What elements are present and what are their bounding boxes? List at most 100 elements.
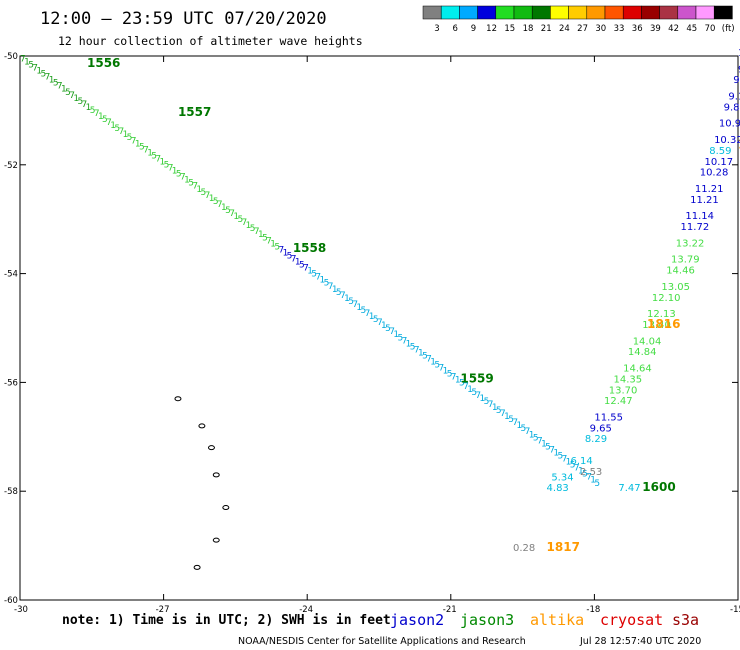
- colorbar-swatch: [568, 5, 588, 20]
- track-glyph: 7: [217, 200, 223, 210]
- satellite-tracks: 7157157157157157157157157157157157157157…: [20, 54, 600, 488]
- track-glyph: 7: [303, 264, 309, 274]
- track-glyph: 5: [557, 451, 563, 461]
- track-glyph: 7: [377, 318, 383, 328]
- track-glyph: 5: [410, 342, 416, 352]
- track-glyph: 1: [283, 248, 289, 258]
- track-glyph: 5: [188, 179, 194, 189]
- track-glyph: 1: [492, 403, 498, 413]
- island-outline: [174, 396, 182, 402]
- track-glyph: 5: [594, 479, 600, 489]
- track-glyph: 5: [262, 233, 268, 243]
- swh-label: 10.93: [719, 119, 740, 130]
- track-glyph: 1: [98, 112, 104, 122]
- islands: [174, 396, 230, 570]
- track-glyph: 5: [237, 215, 243, 225]
- colorbar-swatch: [659, 5, 679, 20]
- track-glyph: 1: [221, 203, 227, 213]
- track-glyph: 5: [250, 224, 256, 234]
- colorbar-swatch: [550, 5, 569, 20]
- timestamp-text: Jul 28 12:57:40 UTC 2020: [579, 636, 701, 647]
- colorbar-swatch: [677, 5, 697, 20]
- x-tick-label: -21: [443, 605, 457, 615]
- colorbar-swatch: [713, 5, 733, 20]
- y-tick-label: -60: [4, 596, 18, 606]
- track-glyph: 1: [590, 476, 596, 486]
- track-glyph: 7: [414, 345, 420, 355]
- track-glyph: 1: [135, 139, 141, 149]
- track-glyph: 7: [192, 182, 198, 192]
- track-glyph: 5: [213, 197, 219, 207]
- track-glyph: 1: [159, 157, 165, 167]
- track-glyph: 7: [426, 354, 432, 364]
- x-tick-label: -24: [299, 605, 313, 615]
- track-glyph: 5: [471, 388, 477, 398]
- track-glyph: 5: [385, 324, 391, 334]
- colorbar-label: 15: [504, 24, 515, 34]
- track-glyph: 1: [332, 285, 338, 295]
- track-glyph: 1: [553, 448, 559, 458]
- swh-label: 9.15: [728, 92, 740, 103]
- colorbar-swatch: [695, 5, 715, 20]
- track-glyph: 1: [356, 303, 362, 313]
- swh-label: 13.70: [609, 385, 638, 396]
- swh-label: 12.10: [652, 293, 681, 304]
- swh-label: 11.72: [681, 222, 710, 233]
- swh-label: 6.14: [570, 456, 592, 467]
- credit-text: NOAA/NESDIS Center for Satellite Applica…: [238, 636, 526, 647]
- track-glyph: 5: [336, 288, 342, 298]
- track-glyph: 1: [73, 94, 79, 104]
- swh-label: 9.2: [733, 75, 740, 86]
- swh-label: 8.59: [709, 146, 731, 157]
- swh-label: 11.14: [685, 211, 714, 222]
- track-glyph: 1: [344, 294, 350, 304]
- track-glyph: 7: [94, 109, 100, 119]
- track-glyph: 7: [205, 191, 211, 201]
- y-tick-label: -52: [4, 161, 18, 171]
- track-glyph: 7: [500, 409, 506, 419]
- colorbar-label: 70: [705, 24, 716, 34]
- track-glyph: 7: [512, 418, 518, 428]
- track-glyph: 5: [90, 106, 96, 116]
- track-glyph: 5: [570, 461, 576, 471]
- track-glyph: 7: [254, 227, 260, 237]
- colorbar-label: 45: [686, 24, 697, 34]
- time-label: 1817: [547, 540, 580, 554]
- track-glyph: 5: [176, 170, 182, 180]
- colorbar-swatch: [422, 5, 442, 20]
- track-glyph: 1: [504, 412, 510, 422]
- track-glyph: 1: [233, 212, 239, 222]
- track-glyph: 5: [373, 315, 379, 325]
- track-glyph: 5: [127, 133, 133, 143]
- island-outline: [198, 423, 206, 429]
- x-tick-label: -30: [14, 605, 28, 615]
- track-glyph: 5: [28, 61, 34, 71]
- track-glyph: 7: [438, 364, 444, 374]
- track-glyph: 7: [475, 391, 481, 401]
- track-glyph: 7: [340, 291, 346, 301]
- island-outline: [212, 537, 220, 543]
- track-glyph: 1: [147, 148, 153, 158]
- track-glyph: 5: [201, 188, 207, 198]
- swh-label: 14.84: [628, 347, 657, 358]
- axis-ticks: -30 -27 -24 -21 -18 -15 -50 -52 -54 -56 -58 -60: [4, 52, 740, 615]
- track-glyph: 5: [53, 79, 59, 89]
- track-glyph: 7: [328, 282, 334, 292]
- track-glyph: 1: [258, 230, 264, 240]
- swh-label: 9.: [738, 64, 740, 75]
- swh-label: 10.17: [704, 157, 733, 168]
- track-glyph: 1: [541, 439, 547, 449]
- track-glyph: 7: [57, 82, 63, 92]
- swh-label: 13.22: [676, 238, 705, 249]
- track-glyph: 7: [451, 373, 457, 383]
- track-glyph: 1: [566, 458, 572, 468]
- track-glyph: 5: [434, 361, 440, 371]
- track-glyph: 7: [315, 273, 321, 283]
- swh-label: 14.64: [623, 364, 652, 375]
- swh-label: 10.28: [700, 168, 729, 179]
- track-glyph: 1: [381, 321, 387, 331]
- colorbar-swatch: [440, 5, 460, 20]
- track-glyph: 5: [521, 424, 527, 434]
- colorbar-label: 21: [541, 24, 552, 34]
